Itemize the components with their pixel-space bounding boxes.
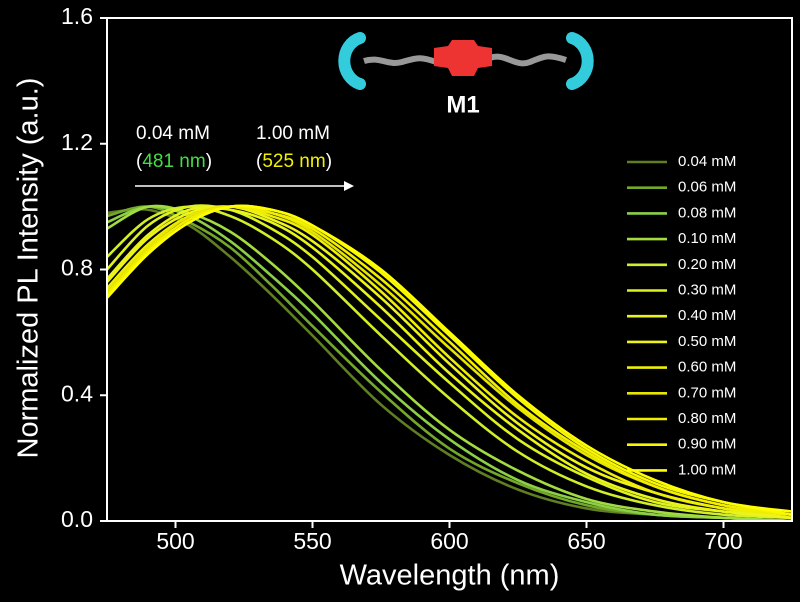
y-tick-label: 0.4 — [61, 380, 93, 406]
x-tick-label: 700 — [704, 528, 742, 554]
chain-left — [363, 55, 438, 66]
inset-label: M1 — [446, 91, 479, 118]
chain-right — [488, 53, 567, 67]
annotation-peak: (481 nm) — [136, 151, 212, 172]
legend-label: 0.80 mM — [678, 410, 736, 427]
annotation-concentration: 1.00 mM — [256, 123, 330, 144]
legend-label: 0.60 mM — [678, 359, 736, 376]
host-right — [566, 32, 594, 90]
y-tick-label: 0.0 — [61, 506, 93, 532]
annotation-paren: ) — [206, 151, 212, 172]
annotation-wavelength: 525 nm — [262, 151, 325, 172]
host-left — [338, 32, 366, 90]
series-line — [107, 206, 792, 520]
annotation-peak: (525 nm) — [256, 151, 332, 172]
legend-label: 0.50 mM — [678, 333, 736, 350]
legend-label: 0.10 mM — [678, 230, 736, 247]
y-tick-label: 1.6 — [61, 3, 93, 29]
series-line — [107, 204, 792, 520]
x-tick-label: 600 — [430, 528, 468, 554]
x-tick-label: 500 — [156, 528, 194, 554]
annotation-paren: ) — [326, 151, 332, 172]
y-tick-label: 1.2 — [61, 129, 93, 155]
series-line — [107, 205, 792, 517]
series-line — [107, 204, 792, 513]
x-tick-label: 650 — [567, 528, 605, 554]
x-axis-title: Wavelength (nm) — [340, 560, 560, 592]
legend-label: 0.70 mM — [678, 384, 736, 401]
legend-label: 0.08 mM — [678, 204, 736, 221]
legend-label: 1.00 mM — [678, 461, 736, 478]
plot-area — [107, 204, 792, 521]
legend-label: 0.20 mM — [678, 256, 736, 273]
annotation-wavelength: 481 nm — [142, 151, 205, 172]
annotation-paren: ( — [256, 151, 263, 172]
annotation-concentration: 0.04 mM — [136, 123, 210, 144]
y-axis-title: Normalized PL Intensity (a.u.) — [13, 78, 45, 459]
legend-label: 0.30 mM — [678, 281, 736, 298]
core — [434, 40, 492, 76]
x-tick-label: 550 — [293, 528, 331, 554]
legend-label: 0.06 mM — [678, 179, 736, 196]
arrow-head — [344, 181, 354, 191]
molecule-inset: M1 — [338, 32, 594, 118]
annotation-paren: ( — [136, 151, 143, 172]
legend-label: 0.04 mM — [678, 153, 736, 170]
legend-label: 0.90 mM — [678, 436, 736, 453]
y-tick-label: 0.8 — [61, 255, 93, 281]
curves — [107, 204, 792, 521]
legend-label: 0.40 mM — [678, 307, 736, 324]
